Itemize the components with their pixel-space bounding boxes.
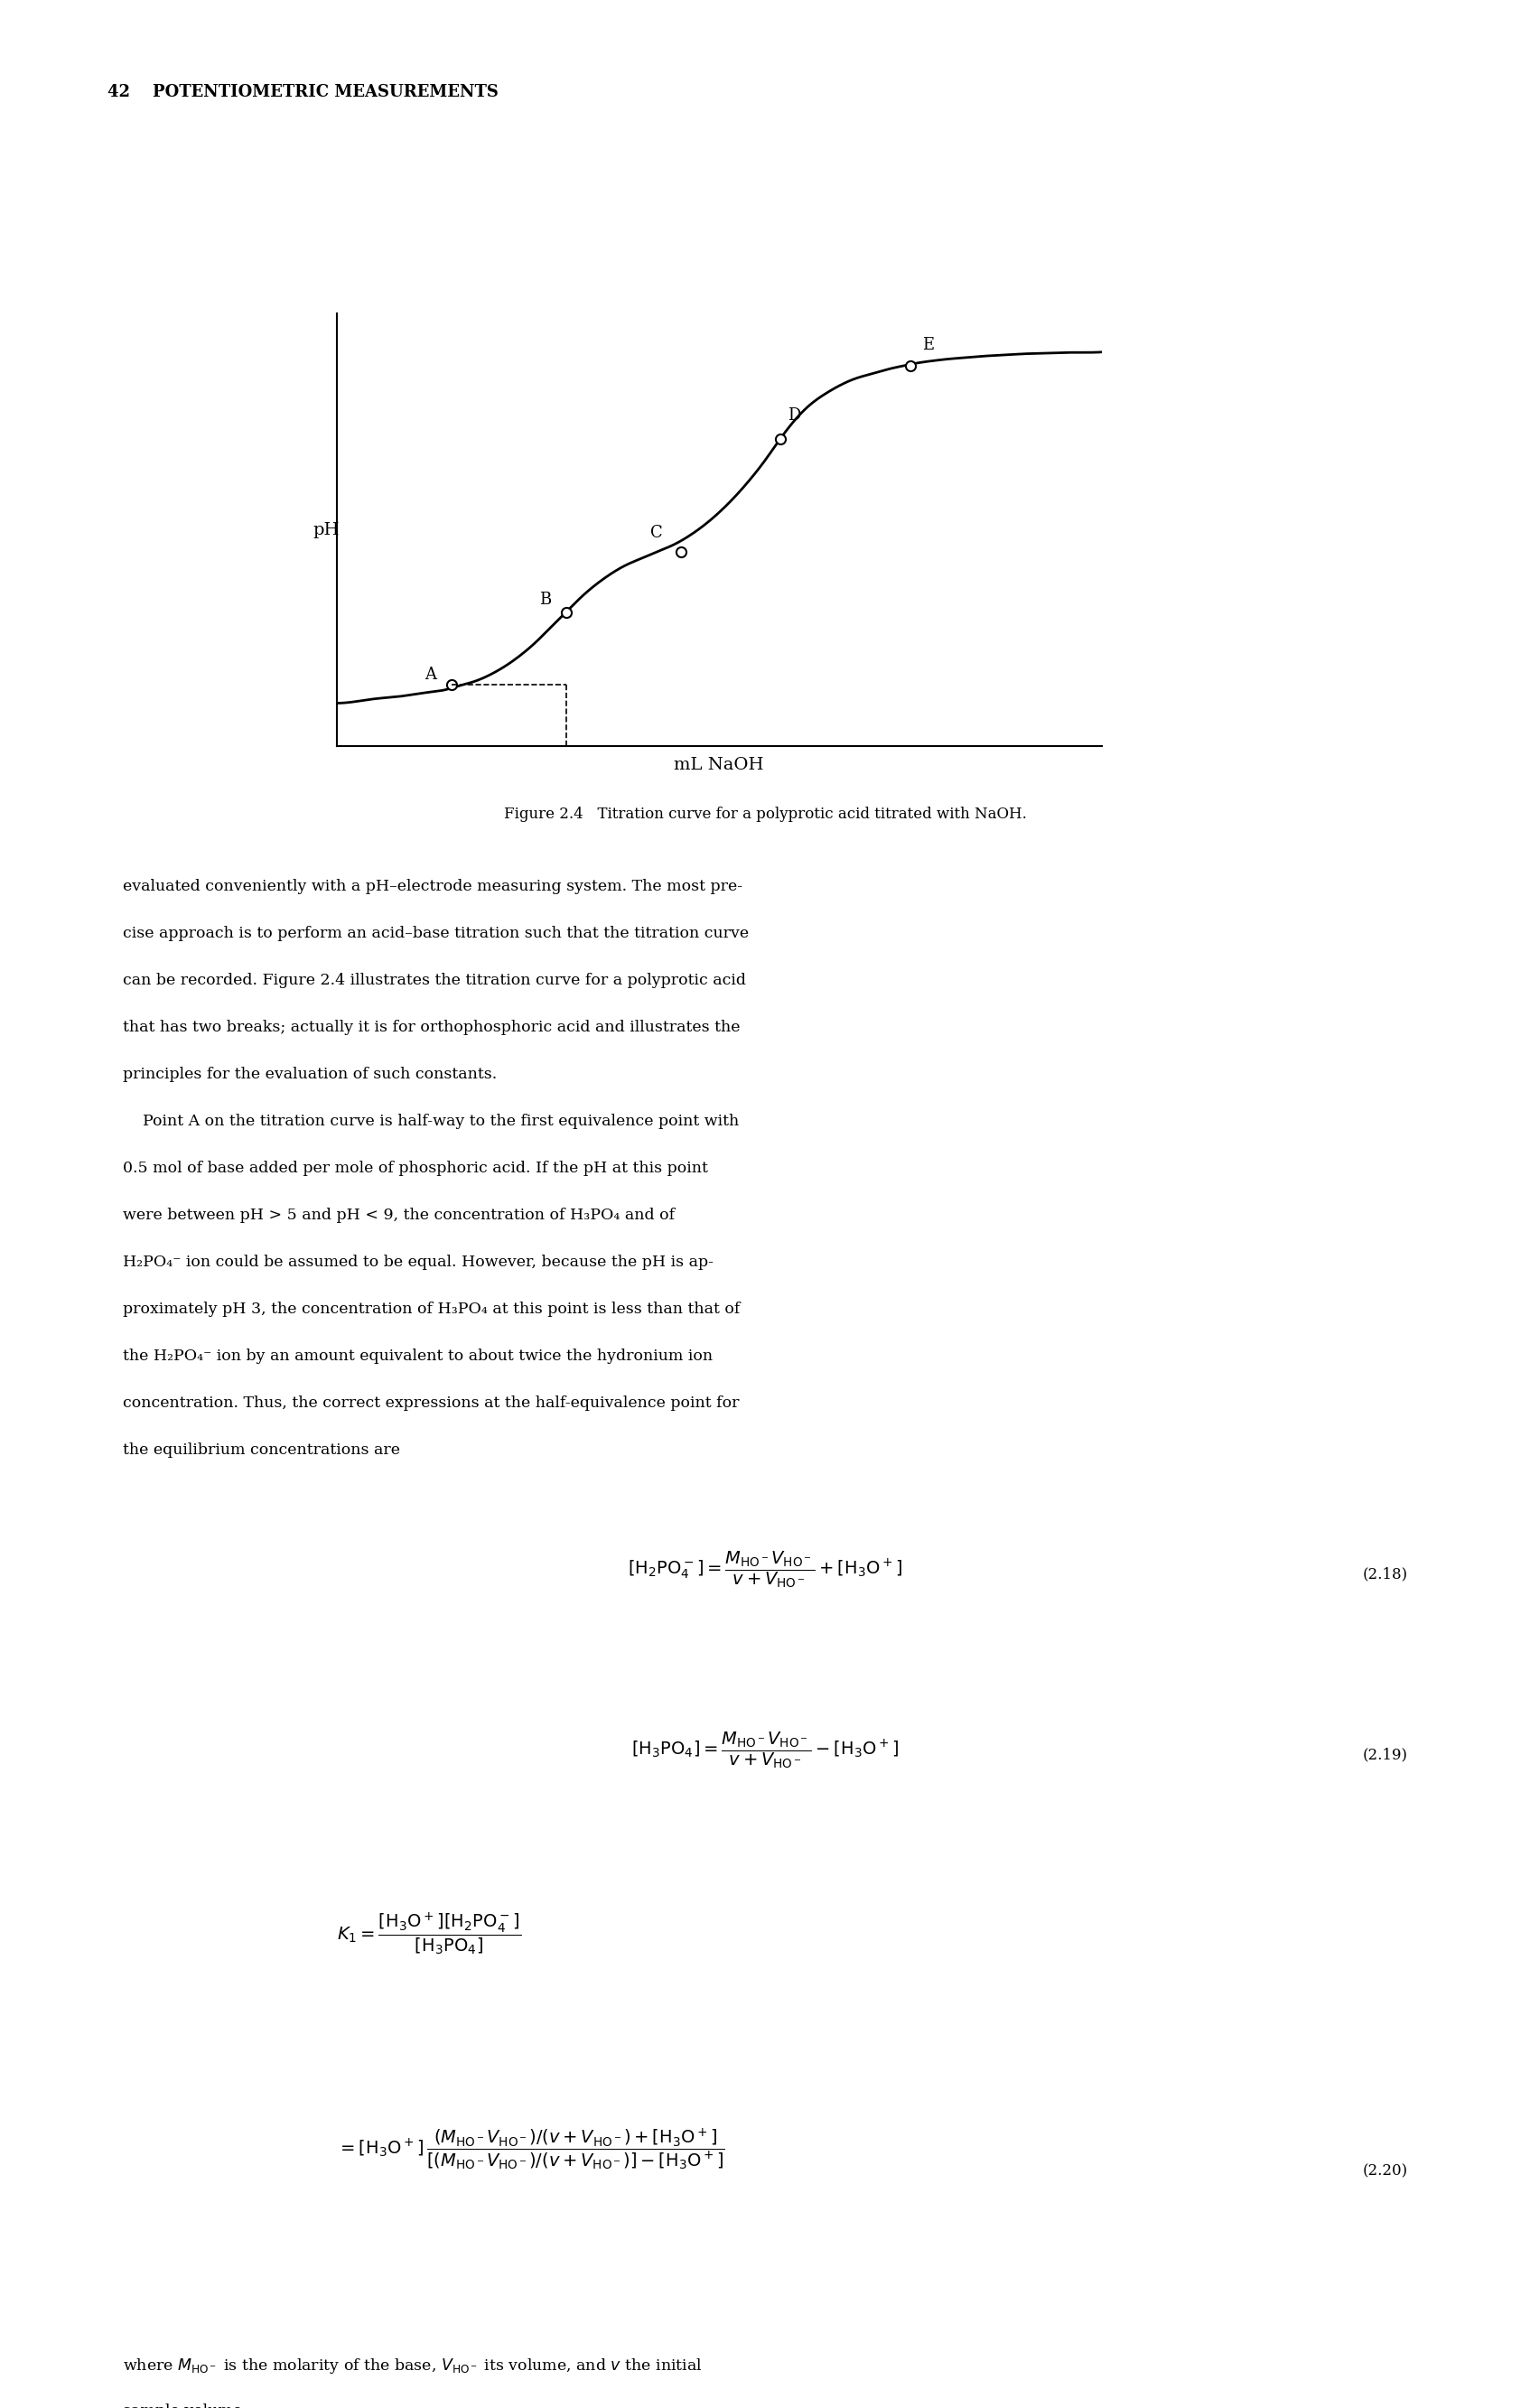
Text: evaluated conveniently with a pH–electrode measuring system. The most pre-: evaluated conveniently with a pH–electro… bbox=[122, 879, 742, 893]
Text: were between pH > 5 and pH < 9, the concentration of H₃PO₄ and of: were between pH > 5 and pH < 9, the conc… bbox=[122, 1209, 675, 1223]
X-axis label: mL NaOH: mL NaOH bbox=[675, 756, 763, 773]
Text: (2.20): (2.20) bbox=[1362, 2165, 1408, 2179]
Text: concentration. Thus, the correct expressions at the half-equivalence point for: concentration. Thus, the correct express… bbox=[122, 1397, 739, 1411]
Text: where $M_{\mathrm{HO^-}}$ is the molarity of the base, $V_{\mathrm{HO^-}}$ its v: where $M_{\mathrm{HO^-}}$ is the molarit… bbox=[122, 2355, 702, 2374]
Text: sample volume.: sample volume. bbox=[122, 2403, 246, 2408]
Text: Figure 2.4   Titration curve for a polyprotic acid titrated with NaOH.: Figure 2.4 Titration curve for a polypro… bbox=[503, 807, 1027, 821]
Text: principles for the evaluation of such constants.: principles for the evaluation of such co… bbox=[122, 1067, 497, 1081]
Text: $K_1 = \dfrac{[\mathrm{H_3O^+}][\mathrm{H_2PO_4^-}]}{[\mathrm{H_3PO_4}]}$: $K_1 = \dfrac{[\mathrm{H_3O^+}][\mathrm{… bbox=[337, 1912, 520, 1958]
Text: proximately pH 3, the concentration of H₃PO₄ at this point is less than that of: proximately pH 3, the concentration of H… bbox=[122, 1300, 739, 1317]
Text: (2.19): (2.19) bbox=[1362, 1748, 1408, 1763]
Text: $[\mathrm{H_3PO_4}] = \dfrac{M_{\mathrm{HO^-}}V_{\mathrm{HO^-}}}{v + V_{\mathrm{: $[\mathrm{H_3PO_4}] = \dfrac{M_{\mathrm{… bbox=[632, 1729, 898, 1770]
Text: $[\mathrm{H_2PO_4^-}] = \dfrac{M_{\mathrm{HO^-}}V_{\mathrm{HO^-}}}{v + V_{\mathr: $[\mathrm{H_2PO_4^-}] = \dfrac{M_{\mathr… bbox=[627, 1551, 903, 1589]
Text: C: C bbox=[650, 525, 662, 539]
Text: Point A on the titration curve is half-way to the first equivalence point with: Point A on the titration curve is half-w… bbox=[122, 1112, 739, 1129]
Text: B: B bbox=[540, 592, 551, 607]
Text: the H₂PO₄⁻ ion by an amount equivalent to about twice the hydronium ion: the H₂PO₄⁻ ion by an amount equivalent t… bbox=[122, 1348, 713, 1363]
Text: D: D bbox=[788, 407, 800, 424]
Text: H₂PO₄⁻ ion could be assumed to be equal. However, because the pH is ap-: H₂PO₄⁻ ion could be assumed to be equal.… bbox=[122, 1255, 713, 1269]
Text: the equilibrium concentrations are: the equilibrium concentrations are bbox=[122, 1442, 399, 1457]
Text: 42    POTENTIOMETRIC MEASUREMENTS: 42 POTENTIOMETRIC MEASUREMENTS bbox=[107, 84, 499, 101]
Text: (2.18): (2.18) bbox=[1362, 1568, 1408, 1582]
Text: A: A bbox=[425, 667, 436, 684]
Text: 0.5 mol of base added per mole of phosphoric acid. If the pH at this point: 0.5 mol of base added per mole of phosph… bbox=[122, 1161, 707, 1175]
Text: $= [\mathrm{H_3O^+}]\,\dfrac{(M_{\mathrm{HO^-}}V_{\mathrm{HO^-}})/(v + V_{\mathr: $= [\mathrm{H_3O^+}]\,\dfrac{(M_{\mathrm… bbox=[337, 2129, 725, 2172]
Text: can be recorded. Figure 2.4 illustrates the titration curve for a polyprotic aci: can be recorded. Figure 2.4 illustrates … bbox=[122, 973, 745, 987]
Text: that has two breaks; actually it is for orthophosphoric acid and illustrates the: that has two breaks; actually it is for … bbox=[122, 1021, 739, 1035]
Y-axis label: pH: pH bbox=[314, 523, 340, 537]
Text: E: E bbox=[921, 337, 933, 354]
Text: cise approach is to perform an acid–base titration such that the titration curve: cise approach is to perform an acid–base… bbox=[122, 925, 748, 942]
